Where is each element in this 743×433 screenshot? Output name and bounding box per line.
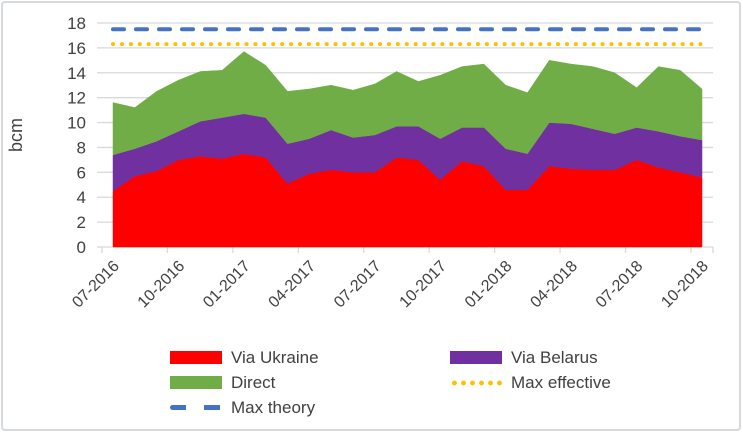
- y-axis-title: bcm: [6, 118, 26, 152]
- x-tick-label: 10-2016: [135, 258, 189, 312]
- x-tick-label: 07-2017: [331, 258, 385, 312]
- legend-item-direct: Direct: [170, 370, 450, 395]
- y-tick-label: 14: [67, 64, 86, 83]
- y-tick-label: 2: [77, 213, 86, 232]
- y-tick-label: 8: [77, 138, 86, 157]
- x-tick-label: 01-2017: [200, 258, 254, 312]
- legend-item-via-belarus: Via Belarus: [450, 345, 730, 370]
- legend-item-via-ukraine: Via Ukraine: [170, 345, 450, 370]
- x-tick-label: 10-2017: [397, 258, 451, 312]
- y-tick-label: 18: [67, 14, 86, 33]
- y-tick-label: 4: [77, 188, 86, 207]
- area-series-direct: [112, 51, 703, 156]
- via-belarus-swatch-icon: [450, 351, 502, 364]
- max-effective-dotted-line-icon: [450, 379, 502, 386]
- direct-swatch-icon: [170, 376, 222, 389]
- y-tick-label: 0: [77, 238, 86, 257]
- via-ukraine-swatch-icon: [170, 351, 222, 364]
- legend-label-via-ukraine: Via Ukraine: [231, 348, 319, 367]
- x-tick-label: 10-2018: [658, 258, 712, 312]
- x-tick-label: 01-2018: [462, 258, 516, 312]
- x-tick-label: 07-2016: [69, 258, 123, 312]
- legend-label-direct: Direct: [231, 373, 276, 392]
- chart-legend: Via Ukraine Via Belarus Direct Max effec…: [170, 345, 730, 420]
- legend-item-max-theory: Max theory: [170, 395, 450, 420]
- x-tick-label: 04-2018: [527, 258, 581, 312]
- y-tick-label: 16: [67, 39, 86, 58]
- x-tick-label: 07-2018: [593, 258, 647, 312]
- y-tick-label: 12: [67, 89, 86, 108]
- legend-label-via-belarus: Via Belarus: [511, 348, 598, 367]
- y-tick-label: 6: [77, 163, 86, 182]
- y-tick-label: 10: [67, 114, 86, 133]
- max-theory-dashed-line-icon: [170, 405, 222, 410]
- x-tick-label: 04-2017: [266, 258, 320, 312]
- legend-label-max-effective: Max effective: [511, 373, 611, 392]
- legend-label-max-theory: Max theory: [231, 398, 316, 417]
- legend-item-max-effective: Max effective: [450, 370, 730, 395]
